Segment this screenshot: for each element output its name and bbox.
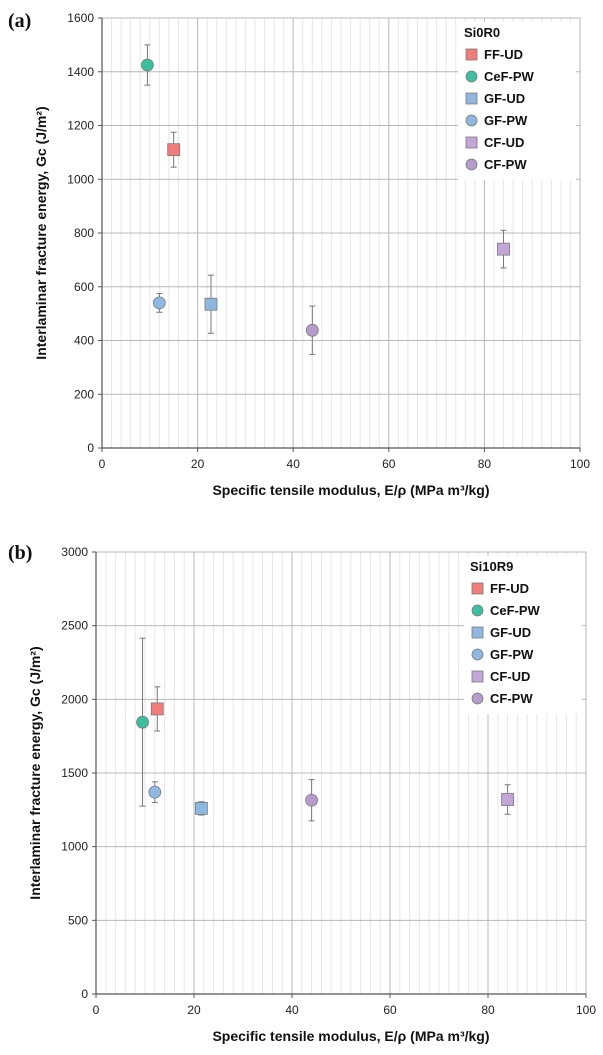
y-tick-label: 1000 [67, 172, 94, 186]
legend-marker-circle [465, 114, 478, 127]
grid-lines [101, 17, 581, 449]
legend-title: Si0R0 [464, 25, 500, 40]
legend-label-gf-ud: GF-UD [490, 625, 531, 640]
data-point-cf-pw [305, 779, 319, 822]
marker-square [204, 297, 218, 311]
x-tick-label: 0 [99, 457, 106, 471]
marker-square [497, 242, 510, 256]
x-tick-label: 40 [285, 1003, 299, 1017]
legend-label-cf-ud: CF-UD [484, 135, 524, 150]
legend-label-gf-pw: GF-PW [484, 113, 528, 128]
y-tick-label: 1200 [67, 119, 94, 133]
legend-label-ff-ud: FF-UD [484, 47, 523, 62]
legend-label-cf-pw: CF-PW [490, 691, 533, 706]
legend-marker-circle [471, 692, 484, 705]
legend-label-cf-ud: CF-UD [490, 669, 530, 684]
legend: Si0R0 FF-UD CeF-PW GF-UD GF-PW CF-UD CF-PW [458, 22, 576, 180]
x-tick-label: 40 [287, 457, 301, 471]
marker-square [150, 702, 164, 716]
marker-circle [152, 296, 166, 310]
scatter-chart-a: 0 200 400 600 800 1000 1200 1400 1600 0 20 40 60 80 10… [33, 11, 590, 498]
data-point-cef-pw [141, 44, 154, 86]
marker-circle [141, 58, 154, 72]
x-tick-label: 60 [382, 457, 396, 471]
legend-marker-square [465, 48, 478, 61]
data-point-cf-ud [501, 784, 515, 815]
x-axis-title: Specific tensile modulus, E/ρ (MPa m³/kg… [212, 1028, 489, 1044]
data-point-cef-pw [136, 637, 149, 807]
legend-marker-circle [465, 158, 478, 171]
data-point-cf-ud [497, 229, 510, 269]
y-tick-label: 1000 [61, 840, 88, 854]
marker-square [501, 793, 515, 806]
scatter-chart-b: 0 500 1000 1500 2000 2500 3000 0 20 40 60 80 100 Spec… [27, 545, 596, 1044]
data-point-gf-ud [204, 274, 218, 334]
x-tick-label: 60 [383, 1003, 397, 1017]
legend-marker-square [471, 582, 484, 595]
y-tick-label: 200 [74, 387, 94, 401]
y-tick-label: 2500 [61, 619, 88, 633]
legend-label-gf-ud: GF-UD [484, 91, 525, 106]
legend-marker-square [471, 670, 484, 683]
x-tick-label: 80 [478, 457, 492, 471]
grid-lines [95, 551, 587, 995]
y-tick-label: 1400 [67, 65, 94, 79]
data-point-gf-ud [194, 801, 208, 816]
y-tick-label: 0 [81, 987, 88, 1001]
marker-circle [305, 793, 319, 807]
legend-marker-circle [471, 604, 484, 617]
x-axis-title: Specific tensile modulus, E/ρ (MPa m³/kg… [212, 482, 489, 498]
y-tick-label: 0 [87, 441, 94, 455]
x-tick-label: 20 [187, 1003, 201, 1017]
data-point-cf-pw [305, 305, 319, 355]
y-axis-title: Interlaminar fracture energy, Gc (J/m²) [27, 646, 43, 899]
chart-panel-a: (a) 0 200 400 600 800 1000 1200 1400 1600 0 20 40 60… [0, 0, 603, 515]
marker-circle [136, 715, 149, 729]
panel-label-a: (a) [8, 10, 32, 32]
data-point-gf-pw [152, 292, 166, 313]
y-tick-label: 800 [74, 226, 94, 240]
legend-label-cef-pw: CeF-PW [490, 603, 541, 618]
marker-square [167, 143, 181, 157]
data-point-gf-pw [148, 781, 162, 803]
y-tick-label: 400 [74, 334, 94, 348]
marker-circle [305, 323, 319, 337]
legend-label-gf-pw: GF-PW [490, 647, 534, 662]
legend-marker-circle [471, 648, 484, 661]
x-tick-label: 100 [576, 1003, 596, 1017]
x-tick-label: 80 [481, 1003, 495, 1017]
legend-background [464, 556, 582, 714]
legend: Si10R9 FF-UD CeF-PW GF-UD GF-PW CF-UD CF-PW [464, 556, 582, 714]
legend-background [458, 22, 576, 180]
chart-panel-b: (b) 0 500 1000 1500 2000 2500 3000 0 20 40 60 80 100… [0, 532, 603, 1055]
x-tick-label: 20 [191, 457, 205, 471]
legend-label-ff-ud: FF-UD [490, 581, 529, 596]
y-axis-title: Interlaminar fracture energy, Gc (J/m²) [33, 106, 49, 359]
y-tick-label: 500 [68, 913, 88, 927]
y-tick-label: 3000 [61, 545, 88, 559]
panel-label-b: (b) [8, 542, 33, 564]
legend-marker-circle [465, 70, 478, 83]
legend-label-cef-pw: CeF-PW [484, 69, 535, 84]
x-tick-label: 0 [93, 1003, 100, 1017]
marker-circle [148, 785, 162, 799]
y-tick-label: 600 [74, 280, 94, 294]
data-point-ff-ud [150, 686, 164, 732]
y-tick-label: 1600 [67, 11, 94, 25]
legend-marker-square [471, 626, 484, 639]
legend-marker-square [465, 92, 478, 105]
data-point-ff-ud [167, 131, 181, 168]
legend-marker-square [465, 136, 478, 149]
y-tick-label: 2000 [61, 692, 88, 706]
legend-label-cf-pw: CF-PW [484, 157, 527, 172]
x-tick-label: 100 [570, 457, 590, 471]
y-tick-label: 1500 [61, 766, 88, 780]
marker-square [194, 801, 208, 815]
legend-title: Si10R9 [470, 559, 513, 574]
